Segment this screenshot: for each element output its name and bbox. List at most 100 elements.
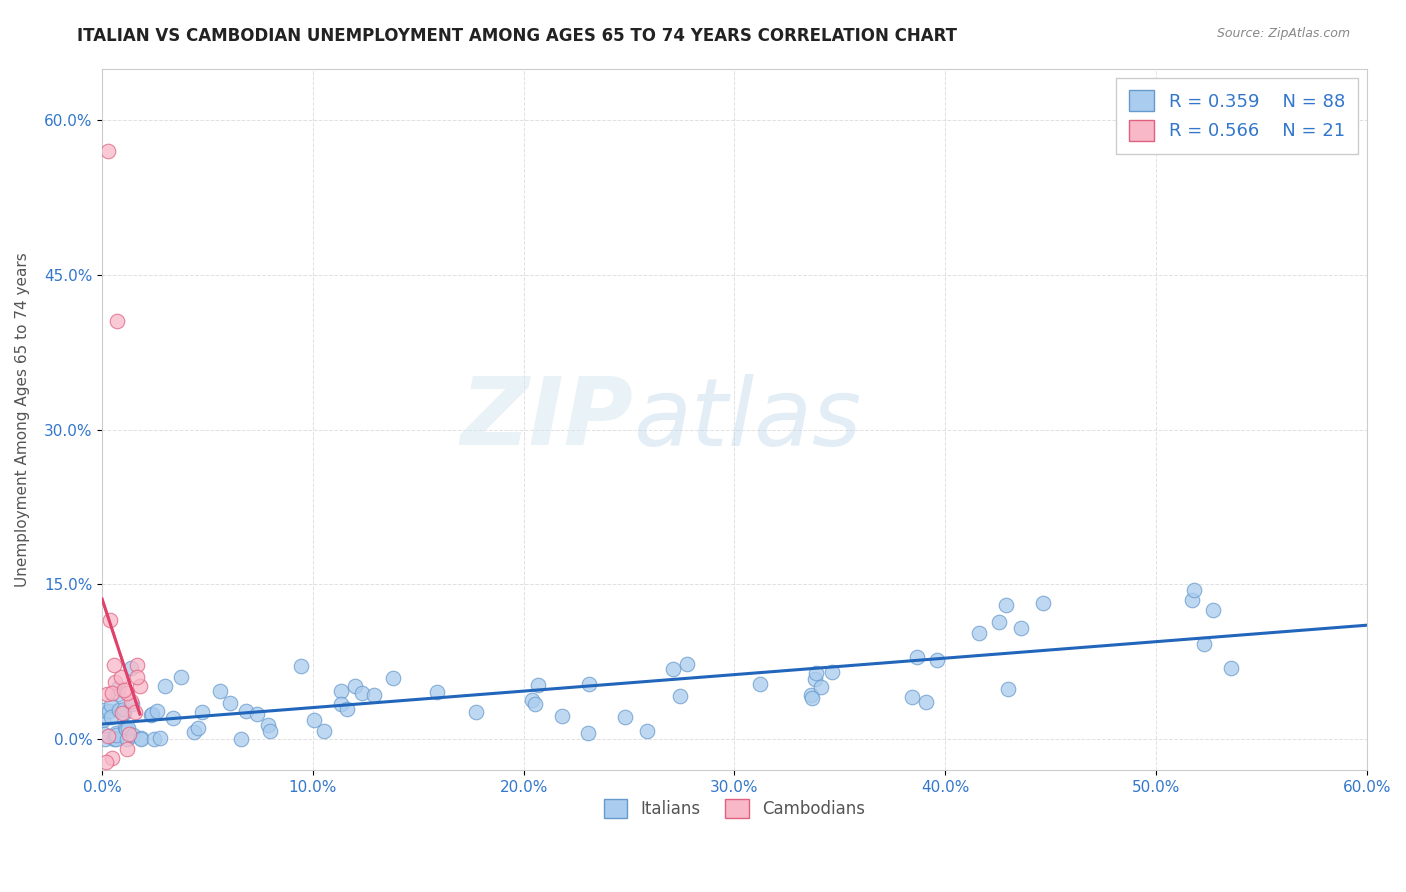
Point — [314, 723, 336, 738]
Point — [1194, 637, 1216, 651]
Point — [117, 721, 139, 735]
Point — [524, 697, 547, 711]
Point — [120, 661, 142, 675]
Point — [821, 665, 844, 679]
Point — [149, 731, 172, 746]
Point — [800, 688, 823, 702]
Point — [105, 314, 128, 328]
Text: Source: ZipAtlas.com: Source: ZipAtlas.com — [1216, 27, 1350, 40]
Point — [810, 680, 832, 694]
Point — [330, 698, 353, 712]
Point — [93, 726, 115, 740]
Point — [97, 704, 120, 718]
Point — [614, 710, 637, 724]
Point — [661, 662, 683, 676]
Point — [927, 653, 949, 667]
Point — [98, 614, 121, 628]
Point — [426, 685, 449, 699]
Point — [121, 697, 143, 711]
Point — [107, 681, 129, 695]
Point — [120, 694, 142, 708]
Point — [806, 665, 828, 680]
Point — [526, 678, 548, 692]
Point — [141, 707, 163, 722]
Point — [187, 721, 209, 735]
Point — [1202, 603, 1225, 617]
Point — [969, 626, 991, 640]
Point — [100, 710, 122, 724]
Point — [155, 679, 177, 693]
Point — [350, 686, 373, 700]
Point — [804, 672, 827, 686]
Point — [578, 726, 600, 740]
Point — [170, 670, 193, 684]
Point — [302, 713, 325, 727]
Point — [104, 725, 127, 739]
Text: ZIP: ZIP — [460, 373, 633, 466]
Point — [103, 658, 125, 673]
Point — [103, 732, 125, 747]
Point — [257, 718, 280, 732]
Point — [229, 732, 252, 747]
Point — [93, 703, 115, 717]
Point — [114, 720, 136, 734]
Point — [97, 144, 120, 158]
Point — [104, 675, 127, 690]
Point — [128, 679, 150, 693]
Point — [675, 657, 697, 672]
Point — [1010, 621, 1032, 635]
Point — [110, 670, 132, 684]
Point — [343, 679, 366, 693]
Point — [363, 689, 385, 703]
Point — [146, 704, 169, 718]
Point — [987, 615, 1010, 629]
Point — [112, 682, 135, 697]
Point — [110, 706, 132, 721]
Point — [208, 684, 231, 698]
Point — [464, 705, 486, 719]
Point — [636, 724, 658, 739]
Point — [219, 696, 242, 710]
Point — [141, 707, 163, 722]
Point — [381, 671, 404, 685]
Y-axis label: Unemployment Among Ages 65 to 74 years: Unemployment Among Ages 65 to 74 years — [15, 252, 30, 587]
Point — [1220, 661, 1243, 675]
Point — [551, 709, 574, 723]
Point — [142, 732, 165, 747]
Point — [118, 727, 141, 741]
Point — [105, 732, 128, 747]
Text: ITALIAN VS CAMBODIAN UNEMPLOYMENT AMONG AGES 65 TO 74 YEARS CORRELATION CHART: ITALIAN VS CAMBODIAN UNEMPLOYMENT AMONG … — [77, 27, 957, 45]
Point — [246, 707, 269, 722]
Point — [97, 729, 120, 743]
Point — [100, 698, 122, 712]
Point — [105, 728, 128, 742]
Point — [107, 687, 129, 701]
Point — [183, 725, 205, 739]
Point — [748, 677, 770, 691]
Point — [905, 649, 928, 664]
Point — [900, 690, 922, 704]
Point — [259, 723, 281, 738]
Point — [997, 682, 1019, 697]
Point — [122, 728, 145, 742]
Point — [125, 670, 148, 684]
Point — [520, 693, 543, 707]
Point — [995, 598, 1018, 612]
Point — [101, 750, 124, 764]
Point — [668, 689, 690, 703]
Point — [162, 711, 184, 725]
Text: atlas: atlas — [633, 374, 862, 465]
Point — [115, 722, 138, 736]
Point — [191, 705, 214, 719]
Point — [235, 704, 257, 718]
Point — [1181, 592, 1204, 607]
Point — [578, 676, 600, 690]
Point — [112, 702, 135, 716]
Point — [800, 691, 823, 706]
Point — [915, 695, 938, 709]
Point — [91, 713, 114, 727]
Point — [108, 703, 131, 717]
Point — [124, 705, 146, 719]
Point — [96, 687, 118, 701]
Point — [329, 684, 352, 698]
